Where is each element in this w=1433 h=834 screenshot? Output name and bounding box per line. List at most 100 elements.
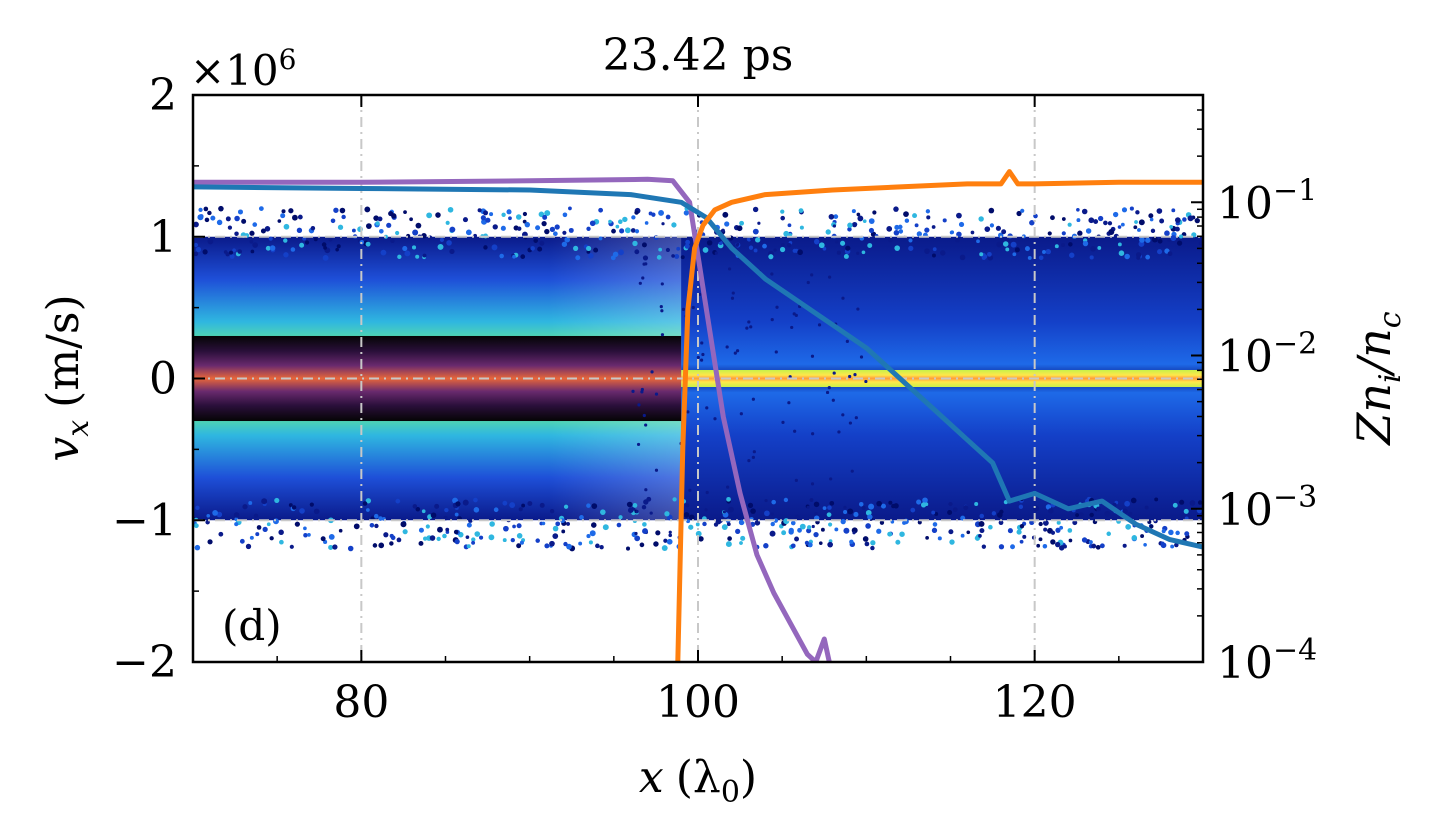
phase-dot (1106, 531, 1111, 537)
phase-dot (959, 254, 966, 261)
phase-dot (351, 228, 356, 233)
phase-dot (364, 206, 371, 213)
phase-dot (1179, 499, 1185, 505)
phase-dot (730, 296, 735, 300)
phase-dot (731, 291, 735, 295)
phase-dot (988, 524, 993, 530)
phase-dot (1005, 247, 1010, 252)
y2-axis-a: Zn (1347, 383, 1401, 447)
phase-dot (1136, 255, 1141, 260)
phase-dot (642, 262, 646, 266)
phase-dot (924, 502, 929, 507)
phase-dot (449, 248, 455, 255)
phase-dot (307, 533, 311, 537)
phase-dot (586, 534, 591, 539)
phase-dot (303, 533, 308, 538)
phase-dot (322, 255, 329, 261)
phase-dot (1169, 225, 1174, 229)
phase-dot (861, 250, 866, 255)
phase-dot (748, 245, 754, 250)
phase-dot (527, 501, 533, 506)
phase-dot (512, 524, 516, 529)
phase-dot (810, 482, 815, 486)
phase-dot (418, 527, 424, 533)
phase-dot (931, 225, 936, 229)
phase-dot (847, 227, 852, 232)
phase-dot (752, 228, 759, 235)
phase-dot (554, 224, 560, 230)
phase-dot (288, 208, 294, 214)
phase-dot (631, 215, 636, 220)
phase-dot (422, 253, 427, 258)
phase-dot (641, 276, 645, 280)
phase-dot (832, 224, 836, 228)
phase-dot (686, 410, 690, 414)
phase-dot (203, 206, 209, 212)
phase-dot (700, 341, 704, 345)
phase-dot (981, 544, 987, 549)
phase-dot (611, 228, 616, 234)
phase-dot (1012, 252, 1017, 257)
phase-dot (313, 508, 320, 515)
phase-dot (1175, 530, 1180, 536)
phase-dot (636, 442, 641, 447)
phase-dot (541, 220, 547, 227)
phase-dot (735, 349, 740, 353)
phase-dot (455, 501, 461, 507)
phase-dot (705, 490, 709, 495)
phase-dot (223, 250, 228, 254)
phase-dot (811, 432, 815, 436)
phase-dot (956, 212, 962, 219)
phase-dot (764, 510, 770, 517)
phase-dot (377, 216, 383, 222)
phase-dot (404, 250, 411, 257)
phase-dot (868, 218, 875, 224)
phase-dot (289, 544, 294, 549)
phase-dot (757, 221, 761, 225)
phase-dot (940, 250, 946, 256)
phase-dot (848, 374, 852, 379)
phase-dot (562, 230, 567, 235)
phase-dot (995, 225, 1001, 231)
phase-dot (412, 504, 418, 509)
phase-dot (997, 232, 1004, 239)
phase-dot (671, 222, 677, 228)
phase-dot (250, 249, 255, 254)
phase-dot (568, 206, 572, 211)
phase-dot (249, 535, 254, 540)
y2-tick-exponent: −3 (1273, 480, 1317, 515)
phase-dot (861, 505, 866, 511)
phase-dot (1150, 228, 1156, 234)
phase-dot (402, 529, 408, 535)
phase-dot (876, 500, 882, 507)
phase-dot (373, 513, 379, 519)
phase-dot (813, 238, 820, 245)
phase-dot (735, 243, 739, 247)
phase-dot (947, 510, 953, 516)
phase-dot (781, 243, 785, 247)
x-tick-label: 80 (333, 677, 389, 728)
phase-dot (762, 243, 767, 249)
phase-dot (847, 508, 854, 515)
phase-dot (825, 229, 831, 235)
phase-dot (914, 223, 919, 228)
phase-dot (790, 543, 796, 549)
y-axis-var: v (38, 437, 89, 462)
phase-dot (960, 533, 965, 538)
phase-dot (403, 210, 407, 215)
phase-dot (862, 536, 869, 542)
phase-dot (518, 507, 523, 512)
phase-dot (978, 520, 985, 527)
phase-dot (989, 223, 995, 228)
phase-dot (430, 512, 437, 519)
phase-dot (888, 237, 893, 243)
phase-dot (1063, 544, 1067, 549)
phase-dot (836, 250, 841, 255)
phase-dot (1174, 542, 1179, 548)
phase-dot (1131, 535, 1138, 541)
phase-dot (218, 205, 224, 212)
phase-dot (1138, 219, 1145, 226)
phase-dot (1174, 217, 1181, 223)
phase-dot (415, 254, 420, 259)
plot-area (193, 95, 1203, 662)
